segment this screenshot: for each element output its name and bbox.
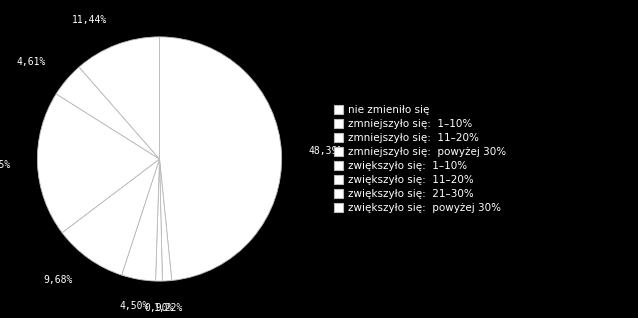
Wedge shape	[79, 37, 160, 159]
Text: 4,61%: 4,61%	[17, 57, 46, 67]
Wedge shape	[38, 94, 160, 233]
Text: 19,25%: 19,25%	[0, 160, 11, 170]
Wedge shape	[62, 159, 160, 275]
Wedge shape	[156, 159, 163, 281]
Text: 48,39%: 48,39%	[308, 147, 343, 156]
Wedge shape	[122, 159, 160, 281]
Text: 9,68%: 9,68%	[43, 275, 73, 285]
Wedge shape	[56, 67, 160, 159]
Text: 11,44%: 11,44%	[72, 15, 107, 24]
Text: 0,90%: 0,90%	[144, 303, 174, 313]
Text: 1,22%: 1,22%	[154, 303, 184, 313]
Text: 4,50%: 4,50%	[119, 301, 149, 311]
Legend: nie zmieniło się, zmniejszyło się:  1–10%, zmniejszyło się:  11–20%, zmniejszyło: nie zmieniło się, zmniejszyło się: 1–10%…	[330, 102, 510, 216]
Wedge shape	[160, 37, 281, 280]
Wedge shape	[160, 159, 172, 281]
